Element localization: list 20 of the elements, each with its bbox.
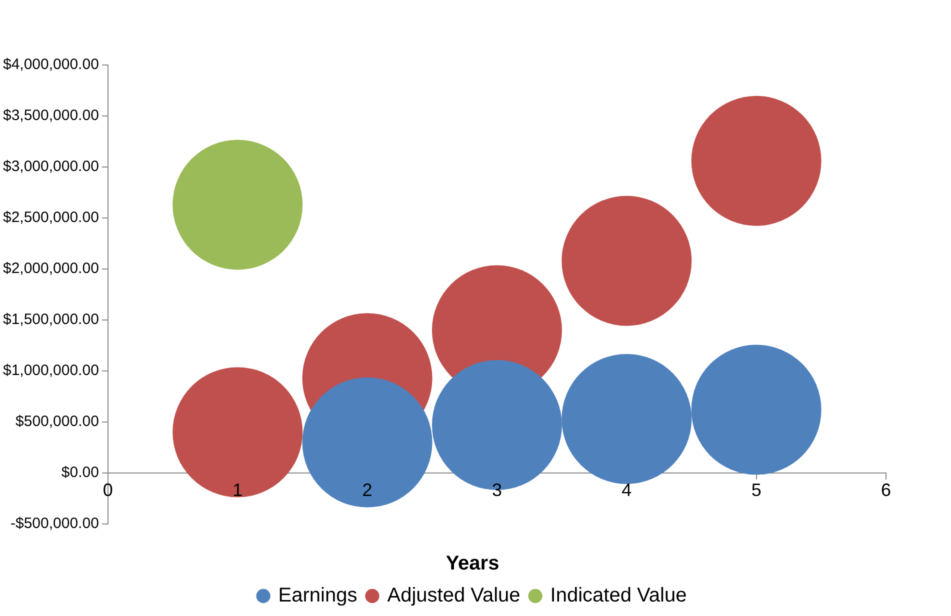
x-tick-label: 4: [622, 480, 632, 500]
x-tick-label: 2: [362, 480, 372, 500]
x-tick-label: 0: [102, 480, 113, 500]
x-tick-label: 1: [232, 480, 243, 500]
x-tick-label: 5: [751, 480, 762, 500]
y-tick-label: $0.00: [61, 464, 99, 482]
legend-label: Adjusted Value: [387, 584, 520, 607]
x-tick-label: 6: [880, 480, 892, 500]
y-tick-label: $3,500,000.00: [2, 107, 99, 124]
x-axis-title: Years: [446, 552, 500, 575]
legend-label: Indicated Value: [550, 584, 687, 607]
y-tick-label: $1,500,000.00: [2, 311, 99, 328]
y-tick-label: $1,000,000.00: [2, 362, 99, 380]
y-tick-label: $4,000,000.00: [2, 56, 99, 74]
y-tick-label: $2,500,000.00: [2, 209, 99, 226]
legend-label: Earnings: [278, 584, 358, 607]
y-tick-label: $2,000,000.00: [2, 260, 99, 278]
y-tick-label: $3,000,000.00: [2, 158, 99, 176]
y-tick-label: $500,000.00: [16, 413, 99, 430]
y-tick-label: -$500,000.00: [10, 515, 99, 532]
